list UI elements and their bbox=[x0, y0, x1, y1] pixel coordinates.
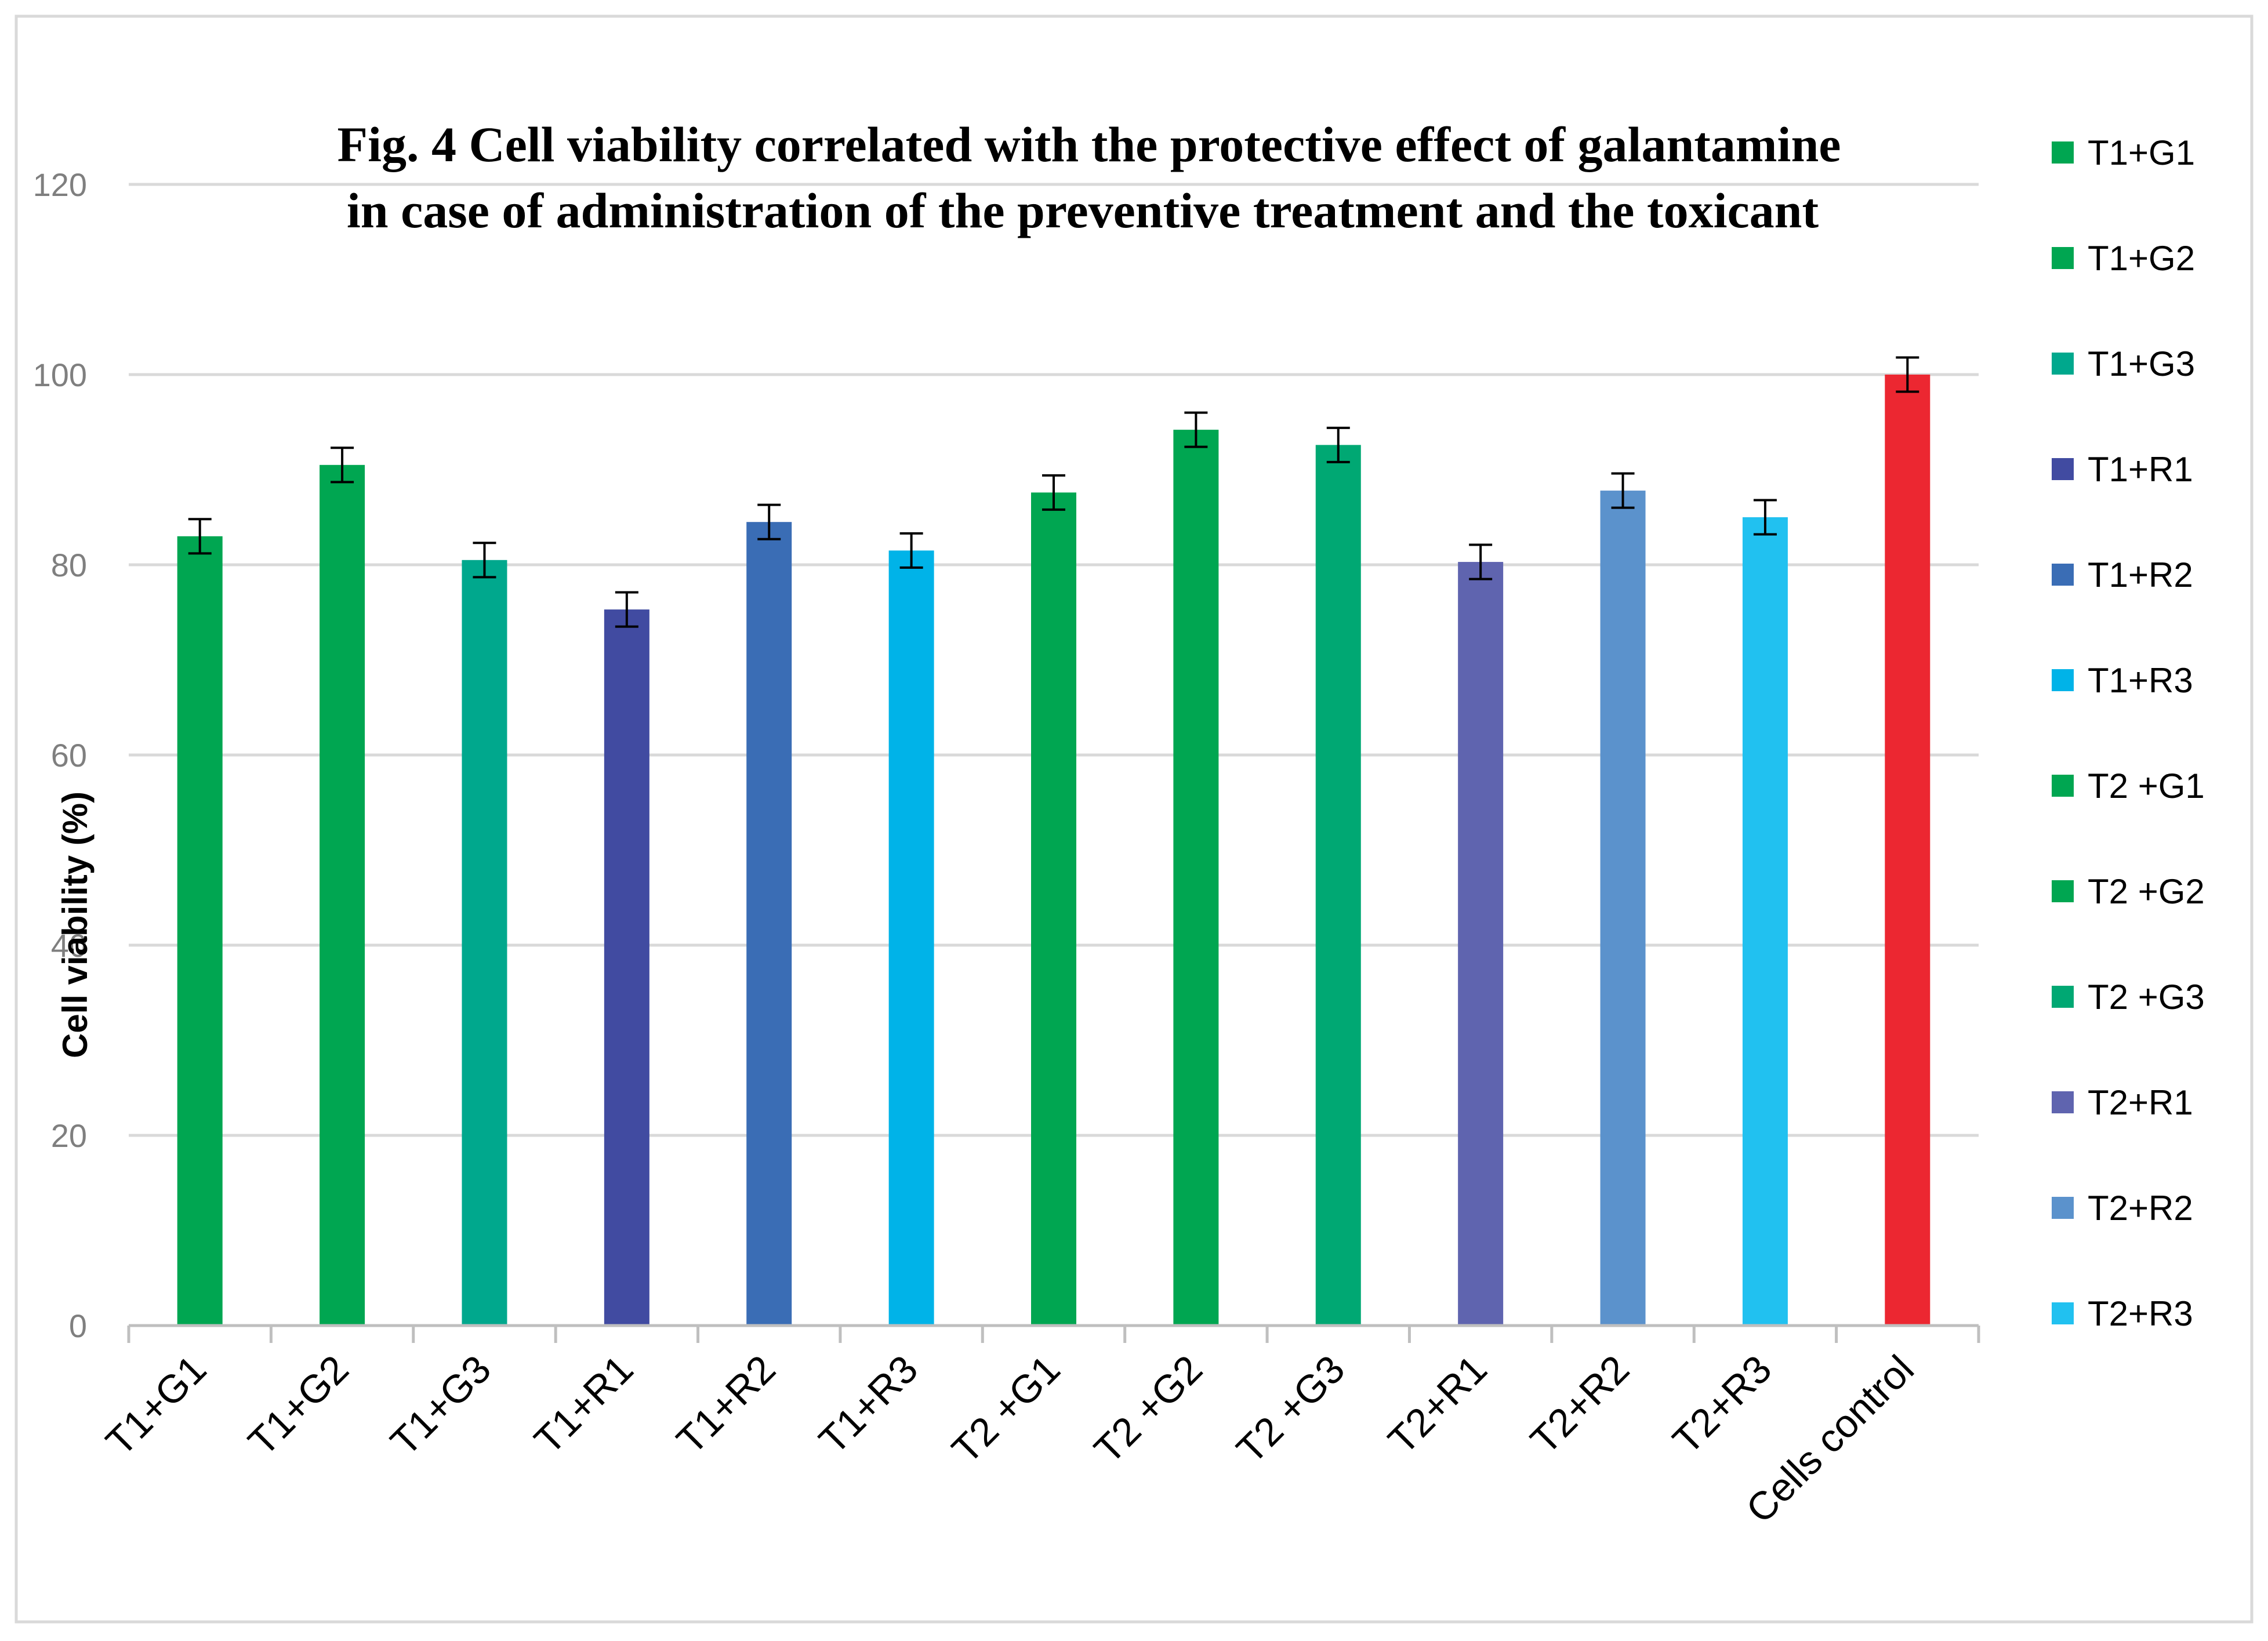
legend-swatch bbox=[2052, 458, 2074, 480]
y-tick-label: 100 bbox=[33, 357, 87, 393]
bar bbox=[462, 560, 507, 1326]
legend-swatch bbox=[2052, 353, 2074, 375]
bar bbox=[1315, 445, 1361, 1326]
gridlines bbox=[129, 183, 1979, 1137]
legend-swatch bbox=[2052, 775, 2074, 797]
legend-label: T2 +G3 bbox=[2088, 978, 2205, 1016]
bar bbox=[177, 536, 223, 1326]
legend-label: T2 +G2 bbox=[2088, 872, 2205, 911]
bar bbox=[746, 522, 792, 1326]
bar bbox=[888, 550, 934, 1326]
legend-swatch bbox=[2052, 564, 2074, 586]
legend-label: T1+R1 bbox=[2088, 450, 2193, 489]
y-tick-label: 80 bbox=[51, 547, 87, 583]
legend-swatch bbox=[2052, 1197, 2074, 1219]
y-tick-label: 40 bbox=[51, 927, 87, 964]
bar bbox=[1458, 562, 1504, 1326]
y-tick-label: 20 bbox=[51, 1117, 87, 1154]
legend-swatch bbox=[2052, 141, 2074, 164]
error-bars bbox=[188, 356, 1919, 628]
chart-title: Fig. 4 Cell viability correlated with th… bbox=[338, 117, 1841, 172]
y-tick-label: 60 bbox=[51, 737, 87, 774]
legend-label: T1+G3 bbox=[2088, 344, 2195, 383]
legend-label: T1+R2 bbox=[2088, 556, 2193, 594]
legend: T1+G1 T1+G2 T1+G3 T1+R1 T1+R2 T1+R3 T2 +G1 T2 +… bbox=[2052, 133, 2205, 1333]
legend-swatch bbox=[2052, 1302, 2074, 1324]
legend-label: T2+R2 bbox=[2088, 1189, 2193, 1228]
bar bbox=[1031, 492, 1076, 1326]
legend-swatch bbox=[2052, 1091, 2074, 1113]
bar bbox=[604, 609, 649, 1326]
y-axis-label: Cell viability (%) bbox=[56, 792, 95, 1058]
legend-label: T2+R1 bbox=[2088, 1083, 2193, 1122]
bar bbox=[1742, 517, 1788, 1326]
y-tick-label: 0 bbox=[69, 1308, 87, 1344]
bar bbox=[1885, 375, 1930, 1326]
chart-border bbox=[14, 14, 2254, 1624]
y-axis-ticks: 0 20 40 60 80 100 120 bbox=[33, 166, 87, 1344]
bar bbox=[1173, 430, 1219, 1326]
legend-label: T1+G1 bbox=[2088, 133, 2195, 172]
bars bbox=[177, 375, 1930, 1326]
y-tick-label: 120 bbox=[33, 166, 87, 203]
bar bbox=[320, 464, 365, 1326]
bar bbox=[1600, 491, 1646, 1326]
legend-swatch bbox=[2052, 247, 2074, 269]
chart-subtitle: in case of administration of the prevent… bbox=[347, 183, 1819, 238]
legend-label: T2 +G1 bbox=[2088, 767, 2205, 805]
legend-swatch bbox=[2052, 669, 2074, 691]
legend-label: T2+R3 bbox=[2088, 1294, 2193, 1333]
legend-swatch bbox=[2052, 880, 2074, 902]
legend-label: T1+R3 bbox=[2088, 661, 2193, 700]
x-axis bbox=[127, 1324, 1980, 1343]
legend-label: T1+G2 bbox=[2088, 239, 2195, 278]
legend-swatch bbox=[2052, 986, 2074, 1008]
